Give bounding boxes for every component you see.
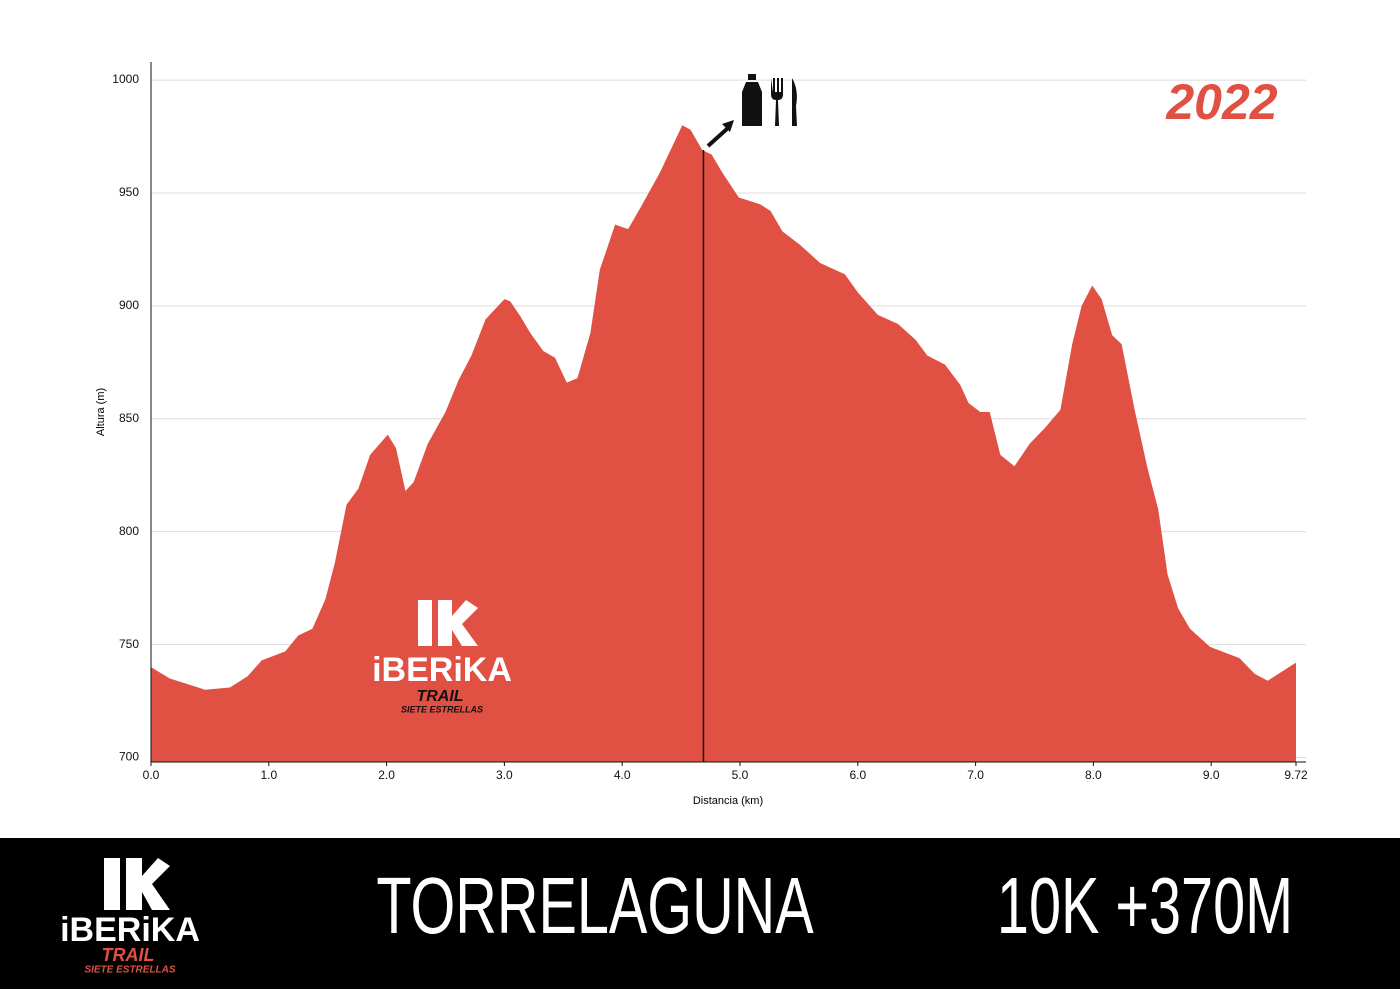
logo-tagline: SIETE ESTRELLAS (401, 704, 483, 714)
x-tick-label: 4.0 (614, 768, 631, 782)
arrow (706, 126, 730, 148)
logo-name: iBERiKA (60, 911, 200, 949)
logo-i (104, 858, 120, 910)
y-tick-label: 1000 (112, 72, 139, 86)
plot: 700 750 800 850 900 950 1000 0.0 1.0 2.0 3.0 4.0 5.0… (112, 62, 1308, 782)
aid-station-icons (706, 74, 797, 148)
x-tick-label: 0.0 (143, 768, 160, 782)
y-tick-label: 950 (119, 185, 139, 199)
logo-k (438, 600, 478, 646)
y-axis-label: Altura (m) (95, 388, 107, 436)
knife (792, 78, 797, 126)
y-tick-label: 700 (119, 750, 139, 764)
y-tick-label: 800 (119, 524, 139, 538)
footer-band (0, 838, 1400, 989)
arrow-head (722, 120, 734, 132)
y-tick-label: 850 (119, 411, 139, 425)
x-tick-label: 9.0 (1203, 768, 1220, 782)
x-tick-label: 6.0 (849, 768, 866, 782)
y-tick-label: 900 (119, 298, 139, 312)
logo-name: iBERiKA (372, 651, 512, 689)
logo-sub: TRAIL (416, 688, 463, 705)
footer-title: TORRELAGUNA (376, 861, 814, 951)
x-tick-label: 7.0 (967, 768, 984, 782)
x-tick-label: 5.0 (732, 768, 749, 782)
bottle-cap (748, 74, 756, 80)
x-tick-label: 2.0 (378, 768, 395, 782)
y-tick-label: 750 (119, 637, 139, 651)
x-tick-label: 8.0 (1085, 768, 1102, 782)
logo: iBERiKA TRAIL SIETE ESTRELLAS (372, 600, 512, 714)
year: 2022 (1165, 74, 1277, 130)
footer-logo: iBERiKA TRAIL SIETE ESTRELLAS (60, 858, 200, 976)
bottle (742, 82, 762, 126)
footer-stats: 10K +370M (997, 861, 1293, 951)
logo-sub: TRAIL (102, 945, 155, 965)
logo-tagline: SIETE ESTRELLAS (84, 965, 175, 976)
logo-k (126, 858, 170, 910)
x-axis-label: Distancia (km) (693, 795, 763, 807)
elevation-area (151, 125, 1296, 762)
x-tick-label: 3.0 (496, 768, 513, 782)
fork (771, 78, 783, 126)
x-tick-label: 1.0 (260, 768, 277, 782)
x-tick-label: 9.72 (1284, 768, 1308, 782)
logo-i (418, 600, 432, 646)
